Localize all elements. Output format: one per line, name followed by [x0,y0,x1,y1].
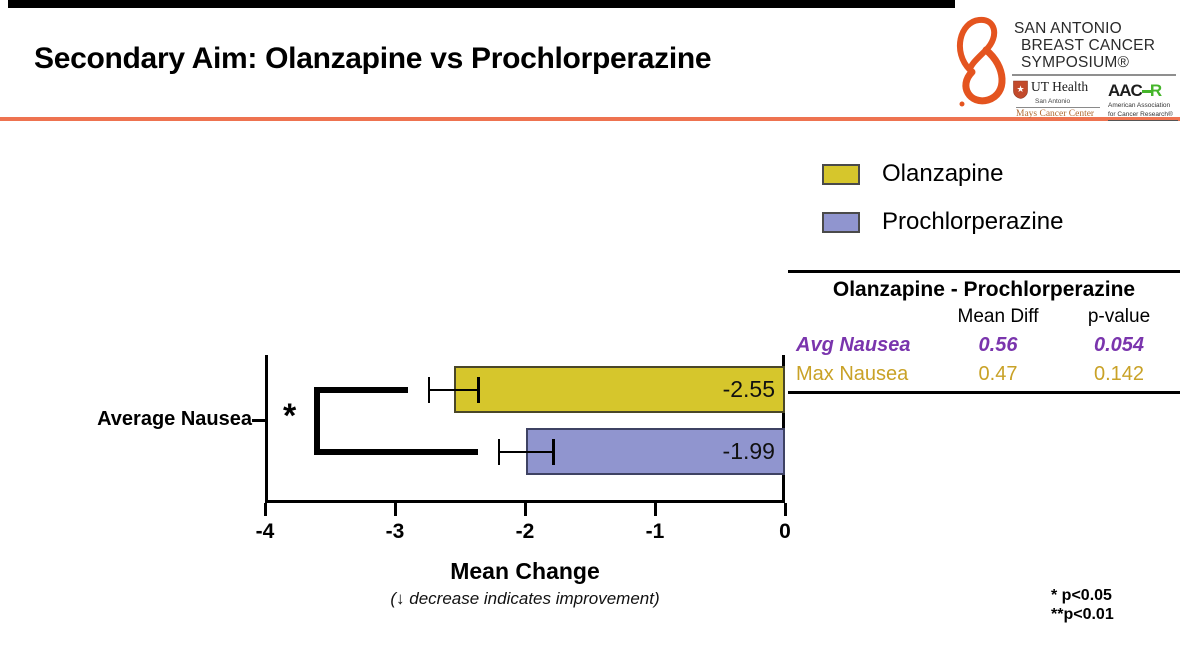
top-black-bar [8,0,955,8]
y-axis-line [265,355,268,503]
chart-legend: Olanzapine Prochlorperazine [822,160,1063,236]
sabcs-logo-cluster: SAN ANTONIO BREAST CANCER SYMPOSIUM® ★ U… [956,12,1180,121]
orange-divider-rule [0,117,1180,121]
uthealth-logo: ★ UT Health San Antonio Mays Cancer Cent… [1013,80,1103,119]
x-axis-tick [263,503,267,516]
aacr-green-bar-icon [1141,89,1151,94]
error-bar-cap [477,376,480,403]
bar-value-label: -2.55 [722,376,775,402]
mays-cancer-center-label: Mays Cancer Center [1016,109,1095,119]
uthealth-city: San Antonio [1035,98,1071,105]
error-bar-cap [427,376,430,403]
aacr-tagline2: for Cancer Research® [1108,110,1173,118]
significance-bracket-vertical [314,386,320,455]
x-axis-tick [393,503,397,516]
legend-label-olanzapine: Olanzapine [882,160,1004,187]
x-axis-tick-label: 0 [779,520,791,543]
stats-row-p-value: 0.054 [1093,334,1145,356]
sabcs-line3: SYMPOSIUM® [1021,54,1130,71]
stats-table-header-row: Mean Diff p-value [788,306,1180,328]
error-bar-line [497,450,555,453]
footnote-p005: * p<0.05 [1051,587,1112,604]
slide-title: Secondary Aim: Olanzapine vs Prochlorper… [34,42,712,75]
stats-row-label: Max Nausea [796,363,909,385]
x-axis-title: Mean Change [450,558,600,584]
chart-plot: Average Nausea -2.55 -1.99 * -4 -3 -2 -1 0 [97,355,791,543]
stats-header-mean-diff: Mean Diff [957,306,1039,327]
stats-table-title: Olanzapine - Prochlorperazine [832,278,1136,301]
aacr-underline [1108,120,1178,121]
stats-row-mean-diff: 0.56 [978,334,1018,356]
legend-label-prochlorperazine: Prochlorperazine [882,208,1064,235]
bar-prochlorperazine: -1.99 [526,428,785,475]
uthealth-divider [1016,107,1100,108]
stats-row-label: Avg Nausea [796,334,911,356]
zero-line [782,355,785,500]
stats-row-avg-nausea: Avg Nausea 0.56 0.054 [788,334,1180,357]
significance-bracket-arm-top [314,386,408,393]
aacr-wordmark: AAC R [1108,81,1180,101]
uthealth-shield-icon: ★ [1013,80,1028,99]
legend-item-olanzapine: Olanzapine [822,160,1063,188]
error-bar-cap [552,438,555,465]
aacr-letter-green: R [1149,81,1162,100]
x-axis-tick [653,503,657,516]
error-bar-line [427,388,480,391]
aacr-tagline1: American Association [1108,102,1171,109]
bar-olanzapine: -2.55 [453,366,785,413]
x-axis-tick [783,503,787,516]
sabcs-ribbon-icon [957,16,1006,107]
significance-footnotes: * p<0.05 **p<0.01 [1051,586,1114,624]
sabcs-line1: SAN ANTONIO [1014,20,1122,37]
x-axis-tick-label: -4 [255,520,275,543]
x-axis-tick-label: -3 [385,520,405,543]
stats-row-p-value: 0.142 [1093,363,1145,385]
svg-text:★: ★ [1016,84,1024,94]
significance-bracket-arm-bottom [314,448,478,455]
error-bar-cap [497,438,501,465]
stats-row-max-nausea: Max Nausea 0.47 0.142 [788,363,1180,386]
stats-table: Olanzapine - Prochlorperazine Mean Diff … [788,270,1180,394]
x-axis-line [265,500,785,503]
footnote-p001: **p<0.01 [1051,606,1114,623]
significance-asterisk: * [283,396,297,435]
bar-value-label: -1.99 [722,438,775,464]
x-axis-tick [523,503,527,516]
aacr-letters-dark: AAC [1108,81,1143,100]
x-axis-tick-label: -1 [645,520,665,543]
x-axis-tick-label: -2 [515,520,535,543]
legend-swatch-olanzapine [822,163,860,185]
legend-item-prochlorperazine: Prochlorperazine [822,208,1063,236]
x-axis-note: (↓ decrease indicates improvement) [390,589,660,608]
stats-row-mean-diff: 0.47 [978,363,1018,385]
sabcs-wordmark: SAN ANTONIO BREAST CANCER SYMPOSIUM® [1014,20,1155,71]
stats-header-p-value: p-value [1087,306,1151,327]
y-category-label: Average Nausea [97,408,252,430]
y-axis-tick [252,419,265,422]
aacr-logo: AAC R American Association for Cancer Re… [1108,81,1180,121]
logo-divider-line [1012,74,1176,76]
sabcs-line2: BREAST CANCER [1021,37,1156,54]
uthealth-name: UT Health [1031,79,1089,94]
legend-swatch-prochlorperazine [822,211,860,233]
